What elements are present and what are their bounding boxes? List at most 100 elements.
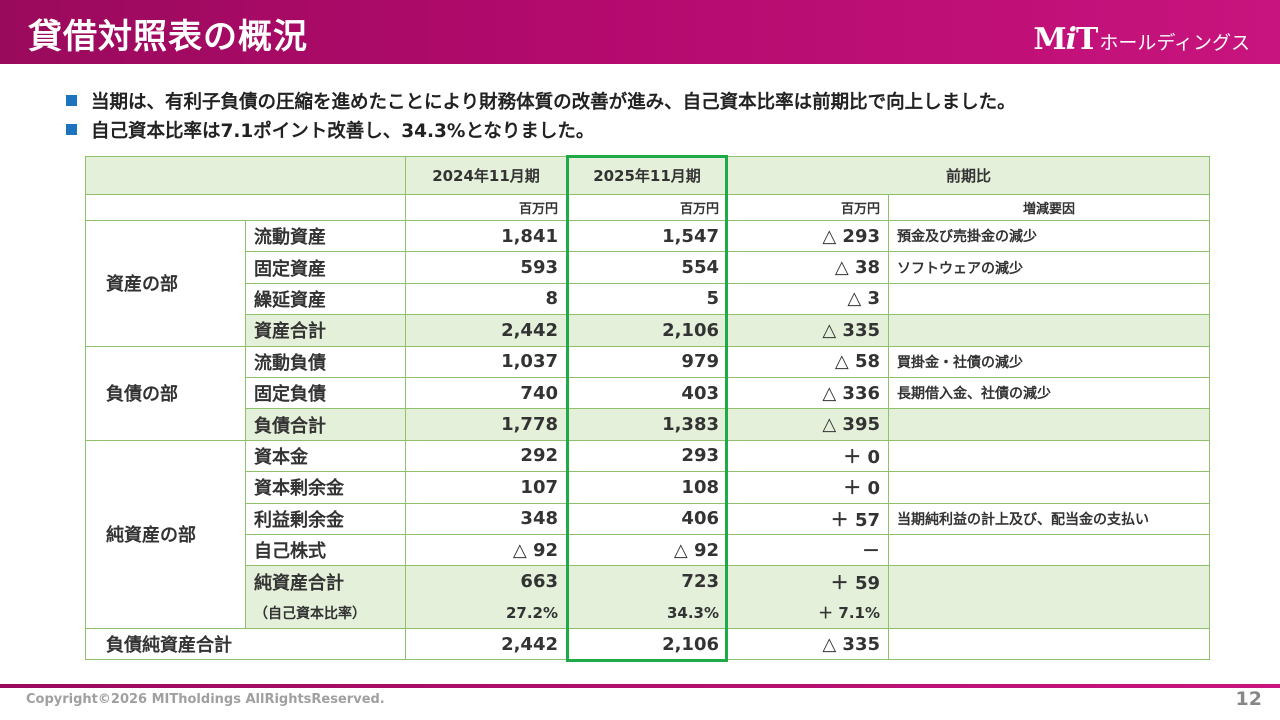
total-reason — [887, 628, 1211, 661]
total-prev: 2,442 — [405, 628, 567, 661]
total-diff: △ 335 — [727, 628, 889, 661]
row-diff: ＋ 0 — [727, 471, 889, 504]
table-row-ratio: （自己資本比率） 27.2% 34.3% ＋ 7.1% — [86, 597, 1210, 630]
unit-curr: 百万円 — [566, 194, 728, 221]
row-curr: 1,383 — [566, 408, 728, 441]
row-prev: 27.2% — [405, 597, 567, 630]
table-row-total: 負債純資産合計 2,442 2,106 △ 335 — [85, 628, 1211, 661]
table-row: 固定資産 593 554 △ 38 ソフトウェアの減少 — [86, 251, 1211, 284]
row-diff: ＋ 57 — [727, 502, 889, 535]
section-liabilities: 負債の部 — [85, 345, 246, 441]
footer-divider — [0, 684, 1280, 688]
row-curr: 34.3% — [566, 597, 728, 630]
row-diff: ＋ 0 — [727, 439, 889, 473]
balance-sheet-table: 2024年11月期 2025年11月期 前期比 百万円 百万円 百万円 増減要因… — [85, 156, 1211, 661]
table-row: 固定負債 740 403 △ 336 長期借入金、社債の減少 — [86, 376, 1211, 410]
row-reason — [887, 282, 1211, 316]
summary-bullets: 当期は、有利子負債の圧縮を進めたことにより財務体質の改善が進み、自己資本比率は前… — [66, 86, 1016, 144]
row-reason — [887, 314, 1211, 347]
row-reason — [887, 471, 1211, 504]
bullet-item: 当期は、有利子負債の圧縮を進めたことにより財務体質の改善が進み、自己資本比率は前… — [66, 86, 1016, 115]
section-net-assets: 純資産の部 — [85, 439, 246, 630]
table-header-row: 2024年11月期 2025年11月期 前期比 — [85, 156, 1211, 195]
bullet-text: 当期は、有利子負債の圧縮を進めたことにより財務体質の改善が進み、自己資本比率は前… — [91, 91, 1016, 113]
row-item: 自己株式 — [245, 533, 406, 567]
square-bullet-icon — [66, 95, 77, 106]
table-row: 自己株式 △ 92 △ 92 － — [86, 533, 1211, 567]
row-prev: 663 — [405, 565, 567, 598]
square-bullet-icon — [66, 124, 77, 135]
copyright-text: Copyright©2026 MITholdings AllRightsRese… — [26, 692, 385, 707]
row-item: 流動負債 — [245, 345, 406, 378]
row-item: （自己資本比率） — [245, 597, 406, 630]
header-bar: 貸借対照表の概況 MiT ホールディングス — [0, 0, 1280, 64]
row-curr: 108 — [566, 471, 728, 504]
row-diff: △ 3 — [727, 282, 889, 316]
section-assets: 資産の部 — [85, 220, 246, 347]
row-curr: 5 — [566, 282, 728, 316]
row-reason: 預金及び売掛金の減少 — [887, 219, 1211, 253]
row-item: 資本剰余金 — [245, 471, 406, 504]
header-prev-period: 2024年11月期 — [405, 156, 567, 195]
row-prev: 107 — [405, 471, 567, 504]
page-number: 12 — [1235, 688, 1262, 710]
row-curr: △ 92 — [566, 533, 728, 567]
row-prev: 348 — [405, 502, 567, 535]
row-item: 資産合計 — [245, 314, 406, 347]
row-reason: 長期借入金、社債の減少 — [887, 376, 1211, 410]
section-total: 負債純資産合計 — [85, 628, 406, 661]
row-curr: 403 — [566, 376, 728, 410]
logo-mark: MiT — [1033, 22, 1098, 57]
unit-reason: 増減要因 — [887, 194, 1211, 221]
row-diff: △ 336 — [727, 376, 889, 410]
row-curr: 723 — [566, 565, 728, 598]
row-prev: 1,037 — [405, 345, 567, 378]
row-curr: 293 — [566, 439, 728, 473]
bullet-item: 自己資本比率は7.1ポイント改善し、34.3%となりました。 — [66, 115, 1016, 144]
row-prev: 292 — [405, 439, 567, 473]
company-logo: MiT ホールディングス — [1033, 22, 1250, 57]
table-row: 純資産の部 資本金 292 293 ＋ 0 — [85, 439, 1211, 630]
row-item: 流動資産 — [245, 219, 406, 253]
row-item: 繰延資産 — [245, 282, 406, 316]
row-item: 負債合計 — [245, 408, 406, 441]
table-row: 利益剰余金 348 406 ＋ 57 当期純利益の計上及び、配当金の支払い — [86, 502, 1211, 535]
row-item: 利益剰余金 — [245, 502, 406, 535]
header-curr-period: 2025年11月期 — [566, 156, 728, 195]
table-row: 負債の部 流動負債 1,037 979 △ 58 買掛金・社債の減少 — [85, 345, 1211, 441]
row-reason — [887, 565, 1211, 630]
row-prev: 1,841 — [405, 219, 567, 253]
row-diff: ＋ 59 — [727, 565, 889, 598]
row-prev: 2,442 — [405, 314, 567, 347]
row-reason: 買掛金・社債の減少 — [887, 345, 1211, 378]
row-curr: 554 — [566, 251, 728, 284]
row-item: 資本金 — [245, 439, 406, 473]
row-item: 固定資産 — [245, 251, 406, 284]
row-diff: △ 38 — [727, 251, 889, 284]
logo-text: ホールディングス — [1099, 32, 1250, 54]
header-comparison: 前期比 — [726, 156, 1211, 195]
row-diff: △ 58 — [727, 345, 889, 378]
row-reason: ソフトウェアの減少 — [887, 251, 1211, 284]
row-item: 純資産合計 — [245, 565, 406, 598]
table-row: 資本剰余金 107 108 ＋ 0 — [86, 471, 1211, 504]
unit-row: 百万円 百万円 百万円 増減要因 — [85, 194, 1211, 221]
row-prev: 740 — [405, 376, 567, 410]
table-row: 繰延資産 8 5 △ 3 — [86, 282, 1211, 316]
row-curr: 979 — [566, 345, 728, 378]
row-reason: 当期純利益の計上及び、配当金の支払い — [887, 502, 1211, 535]
row-prev: 593 — [405, 251, 567, 284]
row-item: 固定負債 — [245, 376, 406, 410]
row-diff: － — [727, 533, 889, 567]
row-curr: 2,106 — [566, 314, 728, 347]
table-row-subtotal: 純資産合計 663 723 ＋ 59 — [86, 565, 1211, 630]
row-diff: △ 293 — [727, 219, 889, 253]
row-reason — [887, 408, 1211, 441]
row-diff: △ 395 — [727, 408, 889, 441]
row-prev: △ 92 — [405, 533, 567, 567]
table-row-subtotal: 負債合計 1,778 1,383 △ 395 — [86, 408, 1211, 441]
table-row-subtotal: 資産合計 2,442 2,106 △ 335 — [86, 314, 1211, 347]
row-diff: ＋ 7.1% — [727, 597, 889, 630]
row-curr: 406 — [566, 502, 728, 535]
unit-diff: 百万円 — [727, 194, 889, 221]
